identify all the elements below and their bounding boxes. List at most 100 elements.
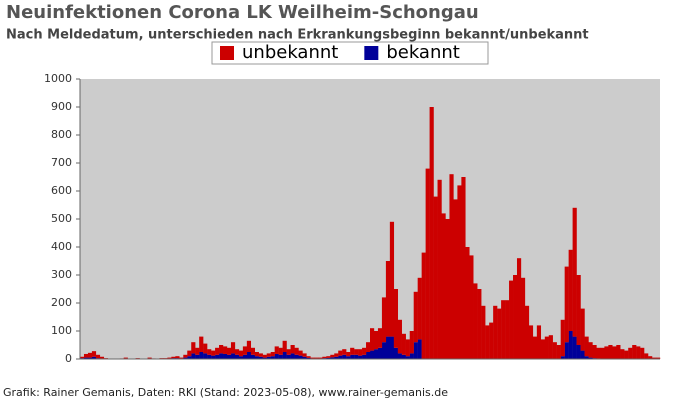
bar [250, 347, 255, 355]
bar [409, 331, 414, 354]
bar [270, 356, 275, 359]
bar [389, 336, 395, 359]
bar [640, 347, 645, 359]
bar [580, 350, 585, 359]
bar [453, 199, 458, 359]
bar [624, 350, 629, 359]
bar [326, 357, 331, 359]
bar [366, 342, 371, 352]
bar [497, 308, 502, 359]
bar [298, 350, 303, 356]
y-tick-label: 800 [51, 128, 72, 141]
bar [191, 353, 196, 359]
bar [310, 357, 315, 359]
bar [187, 350, 192, 357]
bar [187, 356, 192, 359]
bar [346, 356, 351, 359]
bar [103, 358, 109, 359]
legend-swatch [220, 46, 234, 60]
bar [513, 275, 518, 359]
bar [540, 339, 545, 359]
bar [381, 297, 387, 343]
bar [350, 354, 355, 359]
y-tick-label: 100 [51, 324, 72, 337]
bar [238, 356, 244, 359]
y-tick-label: 1000 [44, 72, 72, 85]
bar [238, 350, 244, 357]
bar [95, 354, 101, 359]
bar [493, 305, 498, 359]
bar [568, 331, 573, 359]
bar [588, 342, 593, 358]
bar [262, 357, 267, 359]
bar [393, 289, 399, 348]
y-tick-label: 600 [51, 184, 72, 197]
bar [568, 249, 573, 331]
bar [358, 355, 363, 359]
bar [230, 342, 236, 354]
bar [226, 354, 232, 359]
bar [219, 345, 224, 354]
bar [266, 356, 271, 359]
bar [191, 342, 196, 354]
bar [417, 277, 422, 340]
bar [175, 356, 180, 359]
bar [91, 351, 97, 357]
bar [294, 354, 299, 359]
chart-subtitle: Nach Meldedatum, unterschieden nach Erkr… [6, 28, 589, 43]
bar [528, 325, 534, 359]
bar [203, 353, 208, 359]
bar [195, 347, 200, 355]
bar [330, 357, 335, 359]
legend-label: unbekannt [242, 42, 338, 63]
bar [274, 346, 279, 354]
source: Grafik: Rainer Gemanis, Daten: RKI (Stan… [3, 386, 448, 399]
bar [608, 345, 613, 359]
bar [397, 319, 402, 354]
bar [469, 255, 474, 359]
bar [393, 347, 399, 359]
bar [282, 340, 287, 352]
bar [342, 349, 347, 355]
bar [409, 353, 414, 359]
legend-swatch [364, 46, 379, 60]
bar [350, 347, 355, 355]
bar [377, 328, 383, 348]
bar [87, 352, 93, 358]
bar [405, 339, 410, 357]
bar [179, 357, 184, 359]
bar [230, 353, 236, 359]
y-tick-label: 0 [65, 352, 72, 365]
bar [302, 353, 307, 357]
bar [381, 342, 387, 359]
bar [433, 196, 438, 359]
bar [652, 357, 657, 359]
bar [588, 357, 593, 359]
bar [80, 356, 85, 359]
y-tick-label: 400 [51, 240, 72, 253]
bar [246, 340, 252, 352]
bar [362, 347, 367, 355]
bar [373, 349, 379, 359]
bar [465, 247, 470, 359]
bar [501, 300, 506, 359]
bar [473, 283, 478, 359]
bar [600, 347, 605, 359]
bar [564, 266, 569, 343]
bar [612, 346, 617, 359]
bar [385, 261, 391, 337]
bar [334, 353, 339, 357]
bar [342, 354, 347, 359]
bar [282, 352, 287, 359]
bar [560, 319, 565, 357]
bar [203, 343, 208, 354]
bar [544, 336, 549, 359]
bar [211, 350, 216, 356]
bar [258, 356, 263, 359]
plot-area [80, 79, 660, 359]
bar [123, 357, 128, 359]
bar [278, 347, 283, 355]
bar [290, 345, 295, 354]
bar [596, 347, 601, 359]
bar [389, 221, 395, 337]
